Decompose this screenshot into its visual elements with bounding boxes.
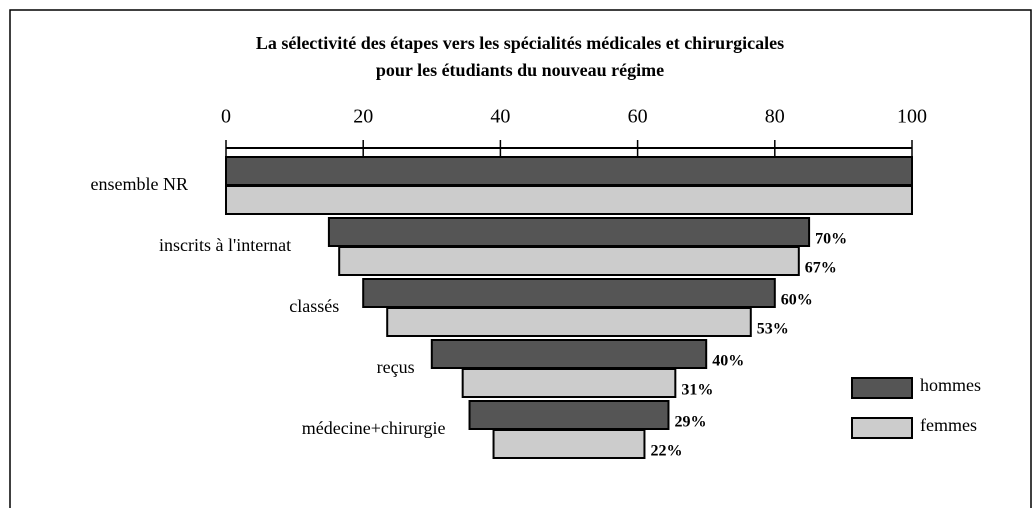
legend-swatch [851, 417, 913, 439]
bar [386, 307, 752, 337]
x-tick-label: 20 [353, 106, 373, 128]
value-label: 22% [650, 443, 682, 460]
x-tick-label: 100 [897, 106, 927, 128]
chart-title: La sélectivité des étapes vers les spéci… [256, 33, 784, 53]
value-label: 67% [805, 260, 837, 277]
legend-swatch [851, 377, 913, 399]
bar [362, 278, 776, 308]
legend-label: hommes [920, 375, 981, 395]
legend-label: femmes [920, 415, 977, 435]
x-tick-label: 80 [765, 106, 785, 128]
category-label: classés [289, 296, 339, 316]
bar [338, 246, 800, 276]
value-label: 60% [781, 292, 813, 309]
bar [327, 217, 811, 247]
category-label: reçus [377, 357, 415, 377]
category-label: inscrits à l'internat [159, 235, 291, 255]
category-label: ensemble NR [91, 174, 188, 194]
chart-subtitle: pour les étudiants du nouveau régime [376, 60, 664, 80]
value-label: 40% [712, 353, 744, 370]
bar [225, 185, 913, 215]
value-label: 31% [681, 382, 713, 399]
frame [9, 9, 1032, 508]
category-label: médecine+chirurgie [302, 418, 446, 438]
value-label: 29% [674, 414, 706, 431]
bar [468, 400, 670, 430]
bar [430, 339, 708, 369]
x-tick-label: 60 [628, 106, 648, 128]
bar [225, 156, 913, 186]
bar [461, 368, 677, 398]
x-tick-label: 0 [221, 106, 231, 128]
value-label: 53% [757, 321, 789, 338]
value-label: 70% [815, 231, 847, 248]
x-tick-label: 40 [490, 106, 510, 128]
bar [492, 429, 646, 459]
